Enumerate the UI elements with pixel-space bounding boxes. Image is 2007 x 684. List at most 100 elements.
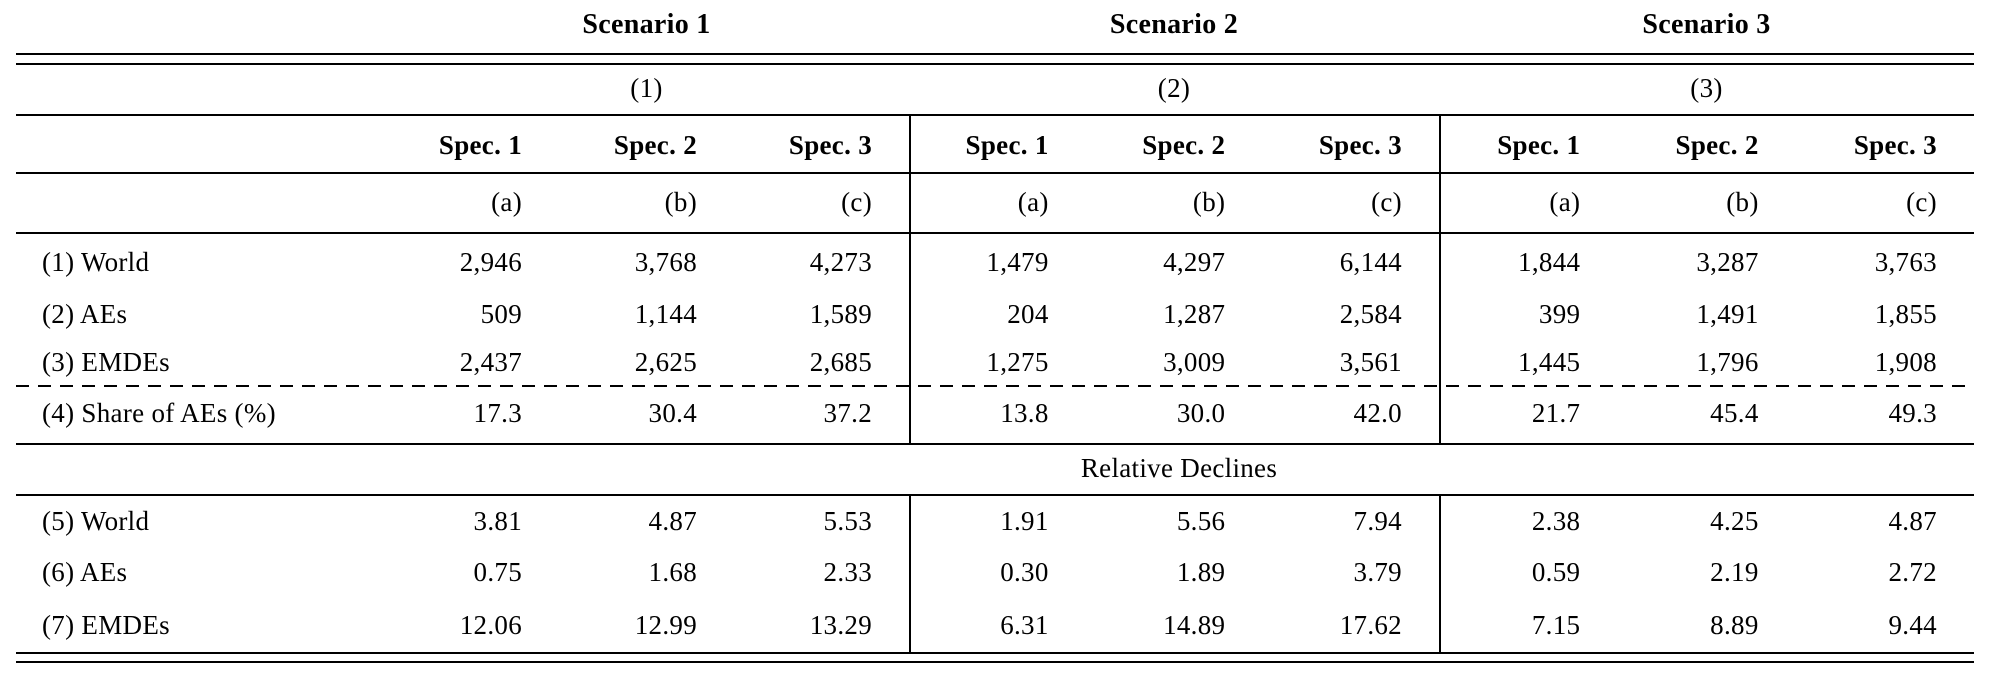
data-cell: 2.33 — [823, 556, 872, 587]
column-letter: (a) — [1549, 186, 1581, 217]
data-cell: 13.29 — [809, 609, 872, 640]
dashed-rule — [16, 384, 1974, 387]
data-cell: 1,844 — [1518, 246, 1581, 277]
spec-header: Spec. 1 — [438, 129, 522, 160]
data-cell: 1,479 — [986, 246, 1049, 277]
data-cell: 2.72 — [1888, 556, 1937, 587]
data-cell: 4.87 — [1888, 505, 1937, 536]
data-cell: 1.91 — [1000, 505, 1049, 536]
data-cell: 2.19 — [1710, 556, 1759, 587]
spec-header: Spec. 3 — [1853, 129, 1937, 160]
data-cell: 0.75 — [473, 556, 522, 587]
data-cell: 9.44 — [1888, 609, 1937, 640]
table-row: (5) World 3.81 4.87 5.53 1.91 5.56 7.94 2.38 4.2… — [16, 498, 1974, 544]
scenario-header: Scenario 3 — [1642, 9, 1771, 40]
bottom-double-rule-lower — [16, 660, 1974, 663]
column-letter: (c) — [1906, 186, 1937, 217]
data-cell: 3.79 — [1353, 556, 1402, 587]
data-cell: 2,685 — [809, 346, 872, 377]
top-double-rule-upper — [16, 52, 1974, 55]
data-cell: 21.7 — [1531, 397, 1581, 428]
spec-header: Spec. 2 — [1142, 129, 1226, 160]
spec-header: Spec. 1 — [965, 129, 1049, 160]
data-cell: 2,584 — [1339, 298, 1402, 329]
column-letter: (a) — [1017, 186, 1049, 217]
data-cell: 1,144 — [634, 298, 697, 329]
top-double-rule-lower — [16, 62, 1974, 65]
row-label: (4) Share of AEs (%) — [42, 397, 276, 428]
column-letter: (c) — [1371, 186, 1402, 217]
data-cell: 5.53 — [823, 505, 872, 536]
data-cell: 6.31 — [1000, 609, 1049, 640]
group-separator-2-upper — [1438, 113, 1441, 445]
row-label: (7) EMDEs — [42, 609, 170, 640]
data-cell: 7.94 — [1353, 505, 1402, 536]
group-separator-1-upper — [908, 113, 911, 445]
data-cell: 1.68 — [648, 556, 697, 587]
data-cell: 7.15 — [1531, 609, 1581, 640]
data-cell: 45.4 — [1710, 397, 1759, 428]
table-row: (1) (2) (3) — [16, 65, 1974, 111]
data-cell: 1,908 — [1874, 346, 1937, 377]
table-row: Scenario 1 Scenario 2 Scenario 3 — [16, 2, 1974, 48]
data-cell: 49.3 — [1888, 397, 1937, 428]
row-label: (1) World — [42, 246, 150, 277]
data-cell: 3,287 — [1696, 246, 1759, 277]
data-cell: 3.81 — [473, 505, 522, 536]
table-row: (3) EMDEs 2,437 2,625 2,685 1,275 3,009 3,561 1… — [16, 339, 1974, 385]
scenario-header: Scenario 2 — [1109, 9, 1239, 40]
table-row: (a) (b) (c) (a) (b) (c) (a) (b) (c) — [16, 179, 1974, 225]
data-cell: 3,561 — [1339, 346, 1402, 377]
data-cell: 1,445 — [1518, 346, 1581, 377]
column-letter: (b) — [664, 186, 697, 217]
group-number: (1) — [630, 72, 663, 103]
data-cell: 0.59 — [1531, 556, 1581, 587]
table-row: (4) Share of AEs (%) 17.3 30.4 37.2 13.8 30.0… — [16, 390, 1974, 436]
data-cell: 1.89 — [1176, 556, 1226, 587]
data-cell: 3,763 — [1874, 246, 1937, 277]
data-cell: 1,796 — [1696, 346, 1759, 377]
group-separator-1-lower — [908, 493, 911, 654]
data-cell: 3,768 — [634, 246, 697, 277]
data-cell: 2,437 — [459, 346, 522, 377]
spec-header: Spec. 3 — [788, 129, 872, 160]
rule-below-share-row — [16, 442, 1974, 445]
data-cell: 3,009 — [1163, 346, 1226, 377]
data-cell: 1,287 — [1163, 298, 1226, 329]
data-cell: 12.06 — [459, 609, 522, 640]
data-cell: 4,273 — [809, 246, 872, 277]
data-cell: 4,297 — [1163, 246, 1226, 277]
table-row: Spec. 1 Spec. 2 Spec. 3 Spec. 1 Spec. 2 Spec.… — [16, 122, 1974, 168]
column-letter: (a) — [491, 186, 522, 217]
bottom-double-rule-upper — [16, 651, 1974, 654]
rule-below-group-numbers — [16, 113, 1974, 116]
column-letter: (b) — [1192, 186, 1226, 217]
data-cell: 204 — [1007, 298, 1049, 329]
column-letter: (b) — [1726, 186, 1759, 217]
data-cell: 1,855 — [1874, 298, 1937, 329]
scenario-header: Scenario 1 — [582, 9, 711, 40]
data-cell: 14.89 — [1163, 609, 1226, 640]
table-row: (1) World 2,946 3,768 4,273 1,479 4,297 6,144 1… — [16, 239, 1974, 285]
row-label: (2) AEs — [42, 298, 128, 329]
data-cell: 17.62 — [1339, 609, 1402, 640]
data-cell: 6,144 — [1339, 246, 1402, 277]
data-cell: 4.87 — [648, 505, 697, 536]
data-cell: 1,491 — [1696, 298, 1759, 329]
rule-below-spec-headers — [16, 172, 1974, 175]
data-cell: 17.3 — [473, 397, 522, 428]
data-cell: 1,275 — [986, 346, 1049, 377]
spec-header: Spec. 2 — [1675, 129, 1759, 160]
data-cell: 4.25 — [1710, 505, 1759, 536]
column-letter: (c) — [841, 186, 872, 217]
table-row: (2) AEs 509 1,144 1,589 204 1,287 2,584 399 1,49… — [16, 291, 1974, 337]
data-cell: 37.2 — [823, 397, 872, 428]
group-separator-2-lower — [1438, 493, 1441, 654]
rule-below-section-title — [16, 493, 1974, 496]
data-cell: 12.99 — [634, 609, 697, 640]
row-label: (3) EMDEs — [42, 346, 170, 377]
data-cell: 42.0 — [1353, 397, 1402, 428]
row-label: (6) AEs — [42, 556, 128, 587]
data-cell: 0.30 — [1000, 556, 1049, 587]
spec-header: Spec. 3 — [1318, 129, 1402, 160]
